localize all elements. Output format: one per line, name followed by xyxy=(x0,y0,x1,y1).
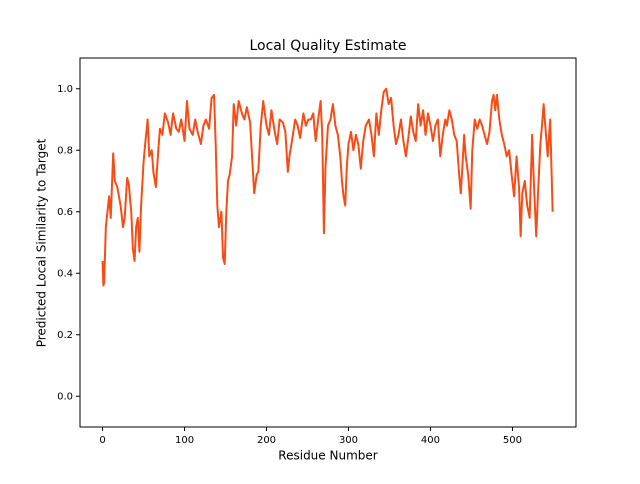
x-tick-label: 200 xyxy=(257,435,276,446)
x-tick-label: 500 xyxy=(503,435,522,446)
data-line xyxy=(101,87,554,287)
y-tick-label: 0.6 xyxy=(57,207,73,218)
y-tick-label: 0.8 xyxy=(57,145,73,156)
chart-title: Local Quality Estimate xyxy=(249,38,406,54)
y-tick-label: 0.2 xyxy=(57,330,73,341)
x-tick-label: 0 xyxy=(99,435,105,446)
y-axis-label: Predicted Local Similarity to Target xyxy=(35,138,49,347)
x-axis-label: Residue Number xyxy=(278,449,377,463)
y-tick-label: 0.4 xyxy=(57,268,73,279)
x-tick-label: 100 xyxy=(175,435,194,446)
plot-frame xyxy=(79,57,577,428)
x-tick-label: 300 xyxy=(339,435,358,446)
y-tick-label: 1.0 xyxy=(57,84,73,95)
y-tick-label: 0.0 xyxy=(57,391,73,402)
x-tick-label: 400 xyxy=(421,435,440,446)
